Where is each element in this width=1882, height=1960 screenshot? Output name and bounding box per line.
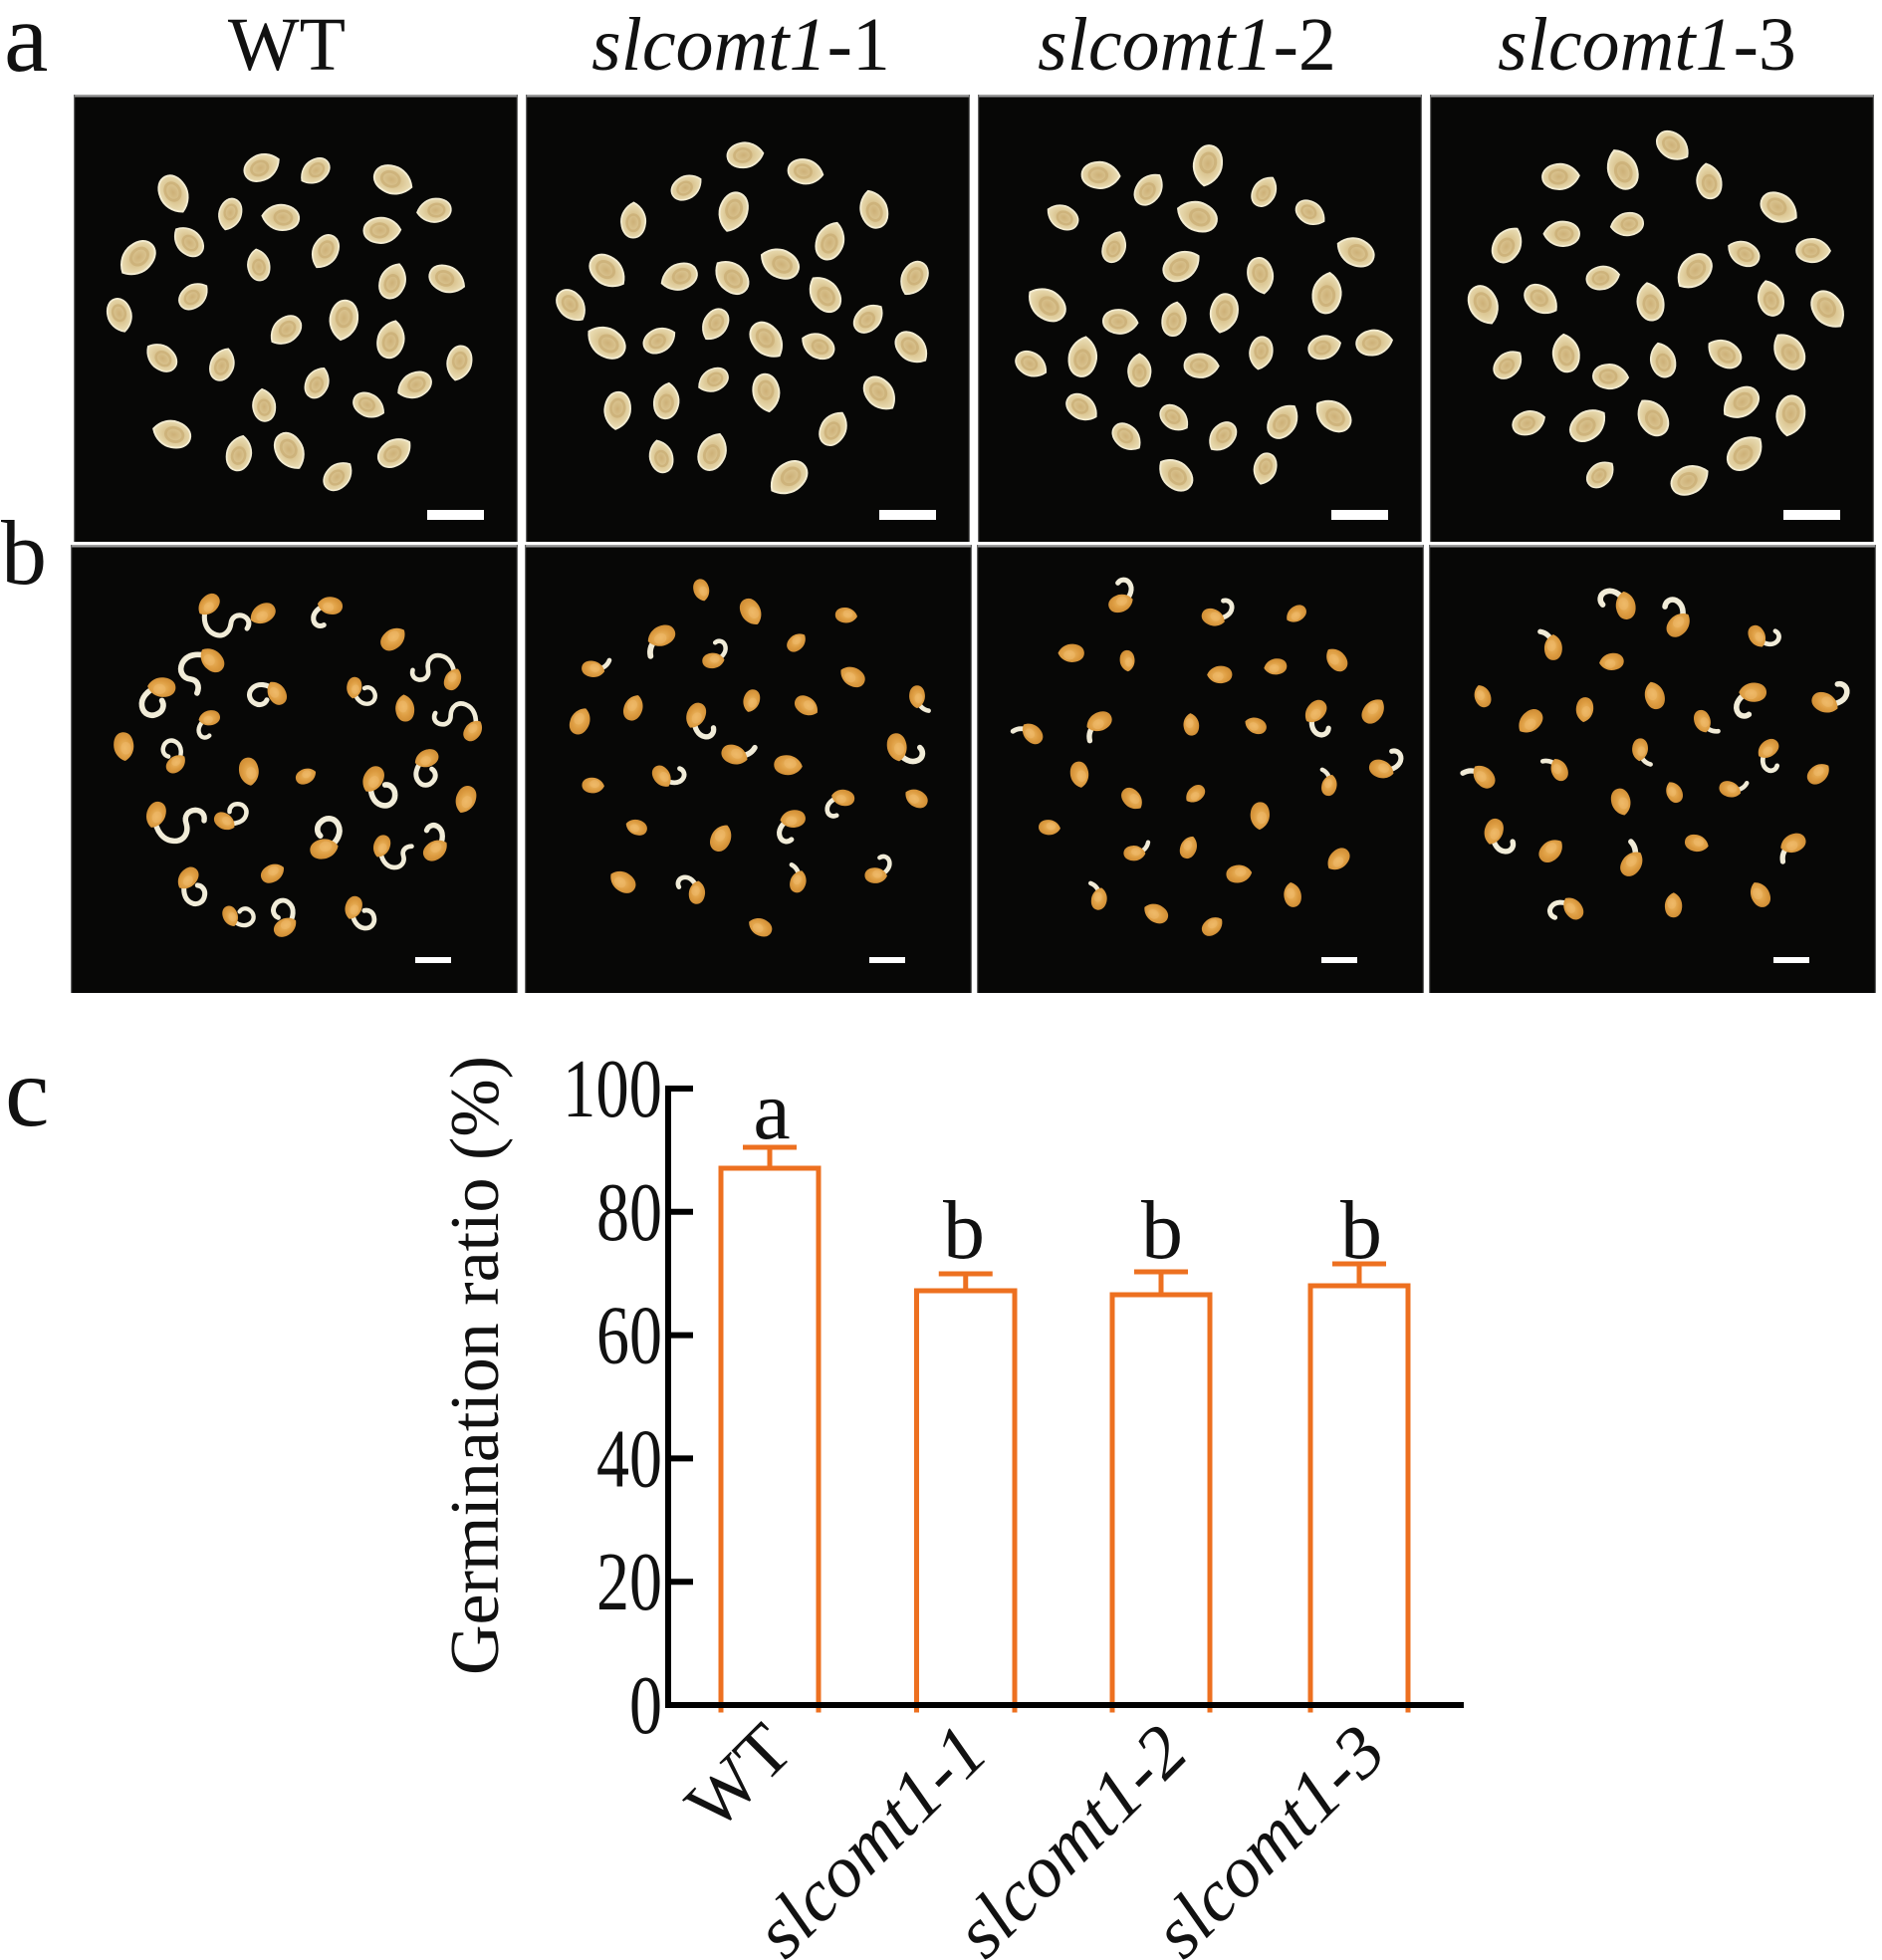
svg-text:b: b: [943, 1184, 985, 1277]
svg-text:b: b: [1141, 1184, 1183, 1277]
svg-text:80: 80: [596, 1166, 662, 1259]
svg-text:40: 40: [596, 1412, 662, 1505]
svg-text:slcomt1-2: slcomt1-2: [1038, 3, 1336, 87]
svg-text:20: 20: [596, 1536, 662, 1628]
svg-text:0: 0: [629, 1659, 662, 1752]
svg-text:a: a: [753, 1065, 790, 1157]
svg-text:b: b: [1340, 1184, 1382, 1277]
svg-text:a: a: [4, 0, 48, 93]
svg-text:Germination ratio (%): Germination ratio (%): [437, 1056, 514, 1675]
svg-text:c: c: [5, 1037, 49, 1147]
svg-text:100: 100: [563, 1043, 662, 1135]
svg-text:slcomt1-1: slcomt1-1: [591, 3, 890, 87]
svg-text:WT: WT: [228, 3, 346, 87]
svg-text:60: 60: [596, 1290, 662, 1382]
svg-text:b: b: [1, 502, 47, 604]
svg-text:slcomt1-3: slcomt1-3: [1498, 3, 1796, 87]
